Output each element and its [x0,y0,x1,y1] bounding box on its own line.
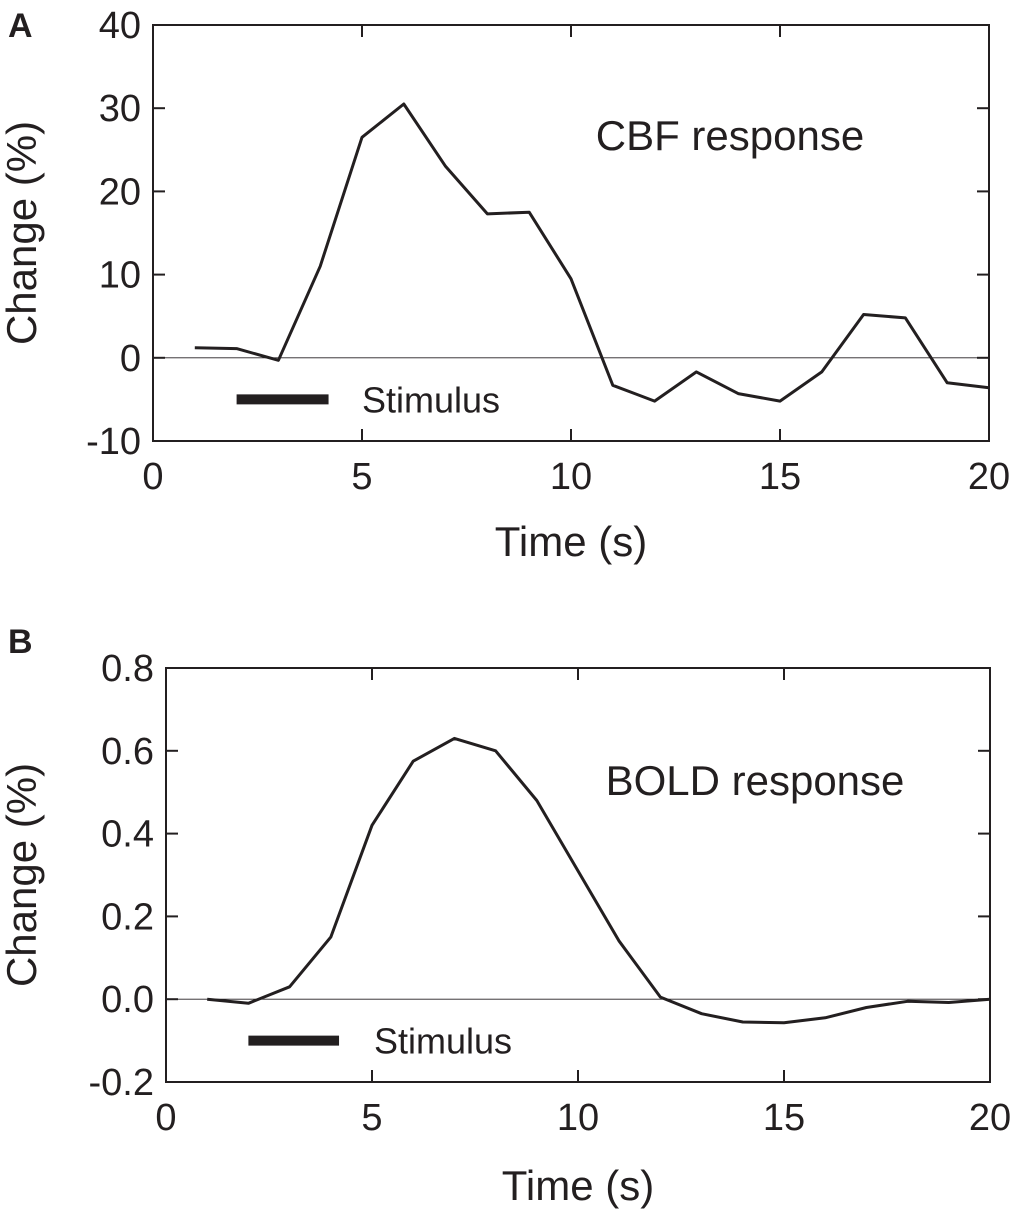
y-tick-label: 0.0 [101,979,154,1021]
x-tick-label: 0 [142,456,163,498]
x-tick-label: 5 [361,1097,382,1139]
y-tick-label: 0.2 [101,896,154,938]
y-tick-label: -10 [86,421,141,463]
plot-frame [165,667,991,1083]
y-tick-label: 30 [99,88,141,130]
y-tick-label: 0 [120,338,141,380]
y-axis-title: Change (%) [0,121,45,345]
x-tick-label: 15 [763,1097,805,1139]
x-tick-label: 15 [759,456,801,498]
y-tick-label: 10 [99,255,141,297]
y-tick-label: 40 [99,5,141,47]
response-annotation: CBF response [596,112,864,159]
chart-panel-b: B 0 5 10 15 20 -0.2 0.0 0.2 0.4 0.6 0.8 Time (s) Chan… [0,623,1011,1209]
panel-label: A [8,7,33,45]
x-tick-label: 5 [351,456,372,498]
plot-frame [152,24,990,442]
response-annotation: BOLD response [606,757,905,804]
x-tick-label: 10 [550,456,592,498]
y-tick-label: 0.4 [101,814,154,856]
y-axis-title: Change (%) [0,763,45,987]
stimulus-label: Stimulus [374,1021,512,1062]
x-axis-title: Time (s) [502,1162,654,1209]
x-tick-label: 20 [968,456,1010,498]
response-line [194,102,990,403]
y-tick-label: 20 [99,171,141,213]
x-tick-label: 0 [155,1097,176,1139]
x-tick-label: 20 [969,1097,1011,1139]
y-tick-label: 0.8 [101,648,154,690]
x-axis-title: Time (s) [495,518,647,565]
stimulus-label: Stimulus [362,379,500,420]
response-line [207,736,991,1025]
panel-label: B [8,623,33,661]
x-tick-label: 10 [557,1097,599,1139]
y-tick-label: -0.2 [89,1062,154,1104]
y-tick-label: 0.6 [101,731,154,773]
